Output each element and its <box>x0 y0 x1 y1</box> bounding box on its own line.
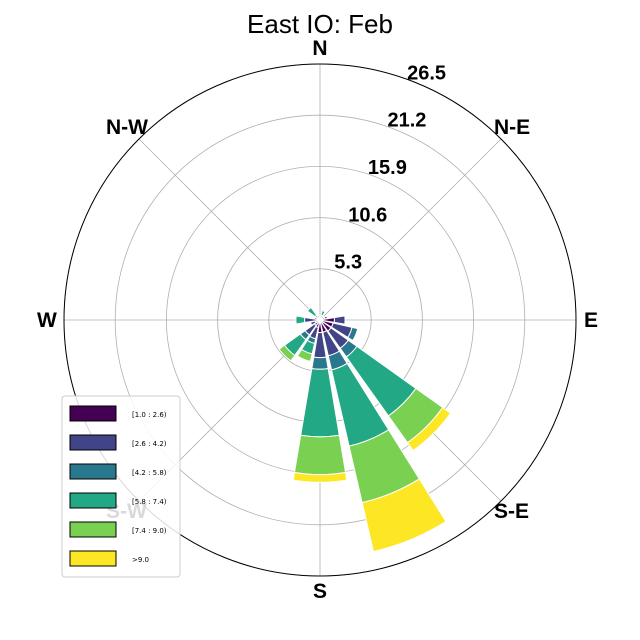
radial-tick-labels: 5.3 10.6 15.9 21.2 26.5 <box>334 62 446 273</box>
bar-sector-10-bin-4 <box>278 344 296 362</box>
legend-label-1: [2.6 : 4.2) <box>132 440 167 448</box>
legend-label-4: [7.4 : 9.0) <box>132 527 167 535</box>
radial-tick-1: 10.6 <box>348 204 387 226</box>
direction-label-n: N <box>312 37 327 60</box>
bar-sector-9-bin-4 <box>296 348 313 363</box>
direction-label-e: E <box>584 309 598 332</box>
radial-tick-3: 21.2 <box>387 110 426 132</box>
legend-label-3: [5.8 : 7.4) <box>132 498 167 506</box>
radial-tick-2: 15.9 <box>368 157 407 179</box>
radial-tick-4: 26.5 <box>407 62 446 84</box>
legend-label-2: [4.2 : 5.8) <box>132 469 167 477</box>
radial-tick-0: 5.3 <box>334 252 362 274</box>
bar-sector-8-bin-2 <box>311 356 329 370</box>
bar-sector-11-bin-1 <box>309 320 317 326</box>
chart-title: East IO: Feb <box>247 9 393 39</box>
bar-sector-15-bin-1 <box>316 314 320 319</box>
legend-swatch-2 <box>69 463 117 480</box>
direction-label-s: S <box>313 580 327 603</box>
bar-sector-7-bin-5 <box>361 478 447 553</box>
legend-swatch-4 <box>69 521 117 538</box>
legend-swatch-1 <box>69 434 117 451</box>
bar-sector-6-bin-5 <box>406 406 452 452</box>
legend-label-0: [1.0 : 2.6) <box>132 411 167 419</box>
bar-sector-1-bin-3 <box>320 309 326 317</box>
outer-ring <box>63 63 577 577</box>
direction-label-n-e: N-E <box>494 116 530 139</box>
legend-label-5: >9.0 <box>132 556 149 564</box>
legend: [1.0 : 2.6) [2.6 : 4.2) [4.2 : 5.8) [5.8 : … <box>61 395 181 578</box>
direction-label-n-w: N-W <box>106 116 148 139</box>
bar-sector-8-bin-5 <box>292 471 348 483</box>
direction-label-w: W <box>37 309 57 332</box>
grid-spoke-7 <box>138 138 321 321</box>
legend-swatch-3 <box>69 492 117 509</box>
legend-swatch-0 <box>69 405 117 422</box>
bar-sector-5-bin-2 <box>347 326 359 342</box>
bar-sector-8-bin-4 <box>293 434 347 475</box>
bar-sector-4-bin-1 <box>333 315 346 325</box>
bar-sector-14-bin-3 <box>306 306 318 318</box>
grid-spoke-1 <box>319 138 502 321</box>
bar-sector-12-bin-3 <box>295 315 306 325</box>
direction-label-s-e: S-E <box>494 500 529 523</box>
legend-box <box>61 395 181 578</box>
legend-swatch-5 <box>69 550 117 567</box>
wind-bars <box>278 306 452 553</box>
